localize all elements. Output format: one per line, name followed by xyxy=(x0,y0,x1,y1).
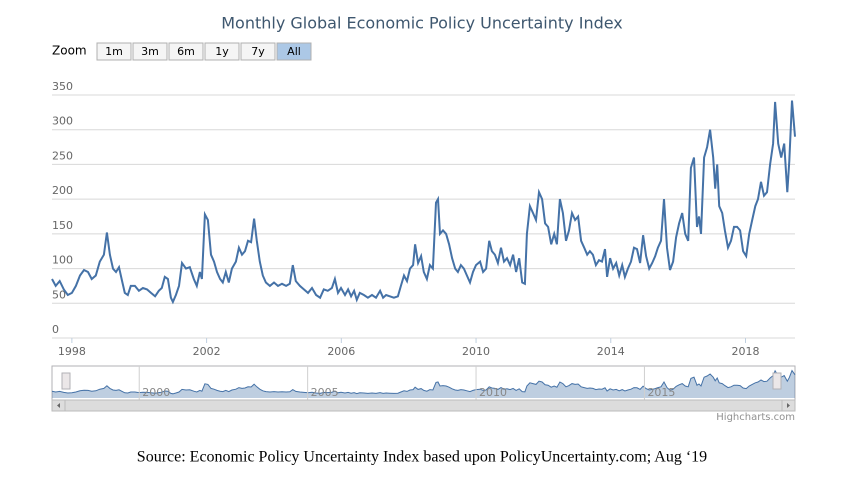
y-tick-label: 200 xyxy=(52,184,73,197)
zoom-button-bg[interactable] xyxy=(96,42,132,61)
y-tick-label: 100 xyxy=(52,254,73,267)
zoom-button[interactable]: 1m xyxy=(96,42,132,61)
zoom-button-label[interactable]: 1m xyxy=(105,45,123,58)
zoom-button-bg[interactable] xyxy=(276,42,312,61)
navigator: 2000 2005 2010 2015 xyxy=(51,366,796,400)
x-tick-label: 2010 xyxy=(462,345,490,358)
x-tick-label: 2006 xyxy=(327,345,355,358)
navigator-line xyxy=(51,369,796,395)
zoom-button[interactable]: 3m xyxy=(132,42,168,61)
x-tick-label: 2014 xyxy=(597,345,625,358)
zoom-button-bg[interactable] xyxy=(132,42,168,61)
zoom-label: Zoom xyxy=(52,44,87,58)
navigator-tick-label: 2005 xyxy=(311,386,339,399)
zoom-button-label[interactable]: 1y xyxy=(215,45,229,58)
series-line xyxy=(51,100,796,305)
source-note: Source: Economic Policy Uncertainty Inde… xyxy=(137,449,707,466)
y-tick-label: 350 xyxy=(52,80,73,93)
navigator-handle[interactable] xyxy=(772,372,782,390)
y-tick-label: 0 xyxy=(52,323,59,336)
zoom-button-label[interactable]: 6m xyxy=(177,45,195,58)
zoom-button[interactable]: 1y xyxy=(204,42,240,61)
scrollbar-thumb[interactable] xyxy=(64,399,783,412)
zoom-button-bg[interactable] xyxy=(168,42,204,61)
navigator-handle[interactable] xyxy=(61,372,71,390)
x-tick-label: 2018 xyxy=(731,345,759,358)
navigator-tick-label: 2010 xyxy=(479,386,507,399)
x-tick-label: 2002 xyxy=(193,345,221,358)
zoom-button[interactable]: 6m xyxy=(168,42,204,61)
y-tick-label: 250 xyxy=(52,149,73,162)
zoom-button-bg[interactable] xyxy=(240,42,276,61)
zoom-button-label[interactable]: 3m xyxy=(141,45,159,58)
zoom-button-bg[interactable] xyxy=(204,42,240,61)
y-tick-label: 300 xyxy=(52,115,73,128)
navigator-tick-label: 2015 xyxy=(647,386,675,399)
zoom-button[interactable]: 7y xyxy=(240,42,276,61)
x-tick-label: 1998 xyxy=(58,345,86,358)
chart-title: Monthly Global Economic Policy Uncertain… xyxy=(221,14,623,33)
zoom-button-label[interactable]: All xyxy=(287,45,301,58)
plot xyxy=(51,100,796,305)
navigator-area xyxy=(52,370,795,398)
y-tick-label: 50 xyxy=(52,288,66,301)
zoom-button[interactable]: All xyxy=(276,42,312,61)
navigator-tick-label: 2000 xyxy=(142,386,170,399)
zoom-button-label[interactable]: 7y xyxy=(251,45,265,58)
credit: Highcharts.com xyxy=(716,412,795,423)
y-tick-label: 150 xyxy=(52,219,73,232)
zoom-buttons: 1m 3m 6m 1y 7y All xyxy=(96,42,312,61)
